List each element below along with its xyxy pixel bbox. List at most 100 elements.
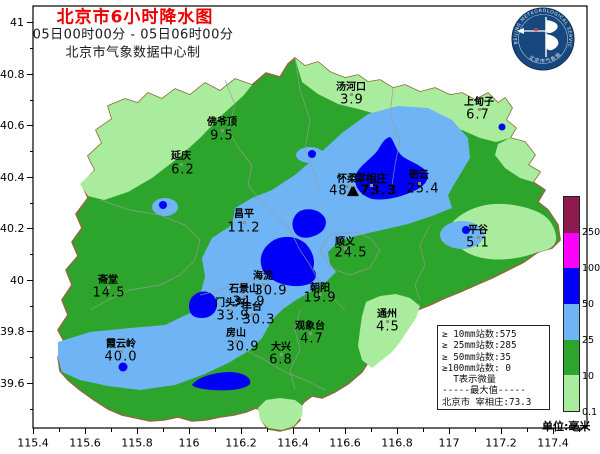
lon-major-tick <box>448 428 450 434</box>
lat-minor-tick <box>29 253 33 255</box>
station-marker-dot <box>319 292 322 296</box>
info-box-line: ≥100mm站数: 0 <box>442 362 511 374</box>
station-name-label: 怀柔 <box>337 174 357 185</box>
lon-minor-tick <box>370 428 372 432</box>
statistics-info-box: ≥ 10mm站数:575 ≥ 25mm站数:285 ≥ 50mm站数:35 ≥100m… <box>437 325 550 410</box>
lat-tick-label: 40 <box>10 274 24 287</box>
lat-major-tick <box>27 227 33 229</box>
station-name-label: 门头沟 <box>215 298 245 309</box>
station-name-label: 密云 <box>409 170 429 181</box>
station-value-label: 3.9 <box>340 92 364 108</box>
lon-minor-tick <box>474 428 476 432</box>
station-marker-dot <box>386 320 389 323</box>
lat-tick-label: 40.8 <box>0 68 25 81</box>
lat-tick-label: 39.8 <box>0 325 25 338</box>
lat-minor-tick <box>29 408 33 410</box>
station-value-label: 30.3 <box>242 312 276 328</box>
lon-tick-label: 116.6 <box>329 436 361 450</box>
station-marker-dot <box>478 108 481 111</box>
lon-major-tick <box>84 428 86 434</box>
station-value-label: 4.7 <box>300 331 324 347</box>
station-marker-dot <box>344 247 347 250</box>
station-name-label: 朝阳 <box>310 283 330 294</box>
station-value-label: 33.9 <box>216 308 250 324</box>
lat-major-tick <box>27 73 33 75</box>
lat-minor-tick <box>29 99 33 101</box>
lon-major-tick <box>240 428 242 434</box>
lon-major-tick <box>292 428 294 434</box>
station-value-label: 48. <box>329 183 353 199</box>
lon-tick-label: 117 <box>438 436 460 450</box>
lon-minor-tick <box>526 428 528 432</box>
station-marker-dot <box>120 350 123 353</box>
station-marker-dot <box>309 332 312 335</box>
lon-minor-tick <box>58 428 60 432</box>
station-name-label: 大兴 <box>271 342 291 353</box>
precip-patch-ne-lightgreen <box>295 58 516 142</box>
lon-major-tick <box>552 428 554 434</box>
station-marker-dot <box>221 128 224 132</box>
logo-glyph <box>517 17 559 57</box>
lon-major-tick <box>344 428 346 434</box>
station-name-label: 汤河口 <box>336 82 366 93</box>
legend-color-segment <box>564 375 579 411</box>
precip-dot-3 <box>308 150 316 158</box>
station-marker-dot <box>477 236 480 239</box>
lat-tick-label: 40.6 <box>0 119 25 132</box>
precip-blob-fangshan-south <box>192 372 251 391</box>
station-name-label: 昌平 <box>234 209 254 220</box>
lon-minor-tick <box>214 428 216 432</box>
station-marker-dot <box>346 184 349 188</box>
lon-tick-label: 115.4 <box>17 436 49 450</box>
precip-dot-5 <box>498 123 506 131</box>
precip-patch-tongzhou-lightgreen <box>358 294 420 368</box>
info-box-line: 北京市 宰相庄:73.3 <box>442 396 532 408</box>
station-name-label: 延庆 <box>171 151 191 162</box>
district-boundaries <box>89 57 431 391</box>
legend-tick-label: 50 <box>582 299 595 310</box>
lon-minor-tick <box>422 428 424 432</box>
station-name-label: 通州 <box>377 309 397 320</box>
info-box-line: -----最大值----- <box>442 385 526 397</box>
station-name-label: 上甸子 <box>464 97 494 108</box>
precip-patch-nw-lightgreen <box>80 79 252 200</box>
station-name-label: 石景山 <box>229 284 259 295</box>
precip-blob-haidian-west <box>260 236 317 287</box>
station-name-label: 佛爷顶 <box>207 117 237 128</box>
legend-unit-label: 单位:毫米 <box>542 420 591 433</box>
lat-major-tick <box>27 382 33 384</box>
legend-tick-label: 0.1 <box>582 407 598 418</box>
lat-major-tick <box>27 176 33 178</box>
station-name-label: 宰相庄 <box>354 172 388 185</box>
station-value-label: 40.0 <box>104 349 138 365</box>
lat-major-tick <box>27 279 33 281</box>
station-name-label: 海淀 <box>253 271 273 282</box>
station-value-label: 24.5 <box>334 245 368 261</box>
station-value-label: 6.8 <box>269 352 293 368</box>
station-value-label: 9.5 <box>210 128 234 144</box>
lon-major-tick <box>188 428 190 434</box>
precip-pocket-lightblue-1 <box>440 221 484 249</box>
station-name-label: 平谷 <box>468 225 488 236</box>
info-box-line: ≥ 25mm站数:285 <box>442 340 517 352</box>
station-marker-dot <box>107 286 110 289</box>
station-marker-dot <box>180 162 183 166</box>
station-name-label: 霞云岭 <box>106 339 136 350</box>
map-period: 05日00时00分 - 05日06时00分 <box>32 27 234 43</box>
precip-blob-changping-south <box>292 209 326 238</box>
lon-major-tick <box>396 428 398 434</box>
station-marker-dot <box>235 339 238 343</box>
station-value-label: 34.9 <box>232 294 266 310</box>
lat-major-tick <box>27 21 33 23</box>
precip-dot-1 <box>118 362 128 372</box>
lat-tick-label: 39.6 <box>0 377 25 390</box>
precip-dot-4 <box>462 226 470 234</box>
station-name-label: 斋堂 <box>98 275 118 286</box>
station-value-label: 25.4 <box>406 181 440 197</box>
legend-tick-label: 10 <box>582 371 595 382</box>
legend-tick-label: 25 <box>582 335 595 346</box>
info-box-line: ≥ 10mm站数:575 <box>442 329 517 340</box>
lon-minor-tick <box>578 428 580 432</box>
